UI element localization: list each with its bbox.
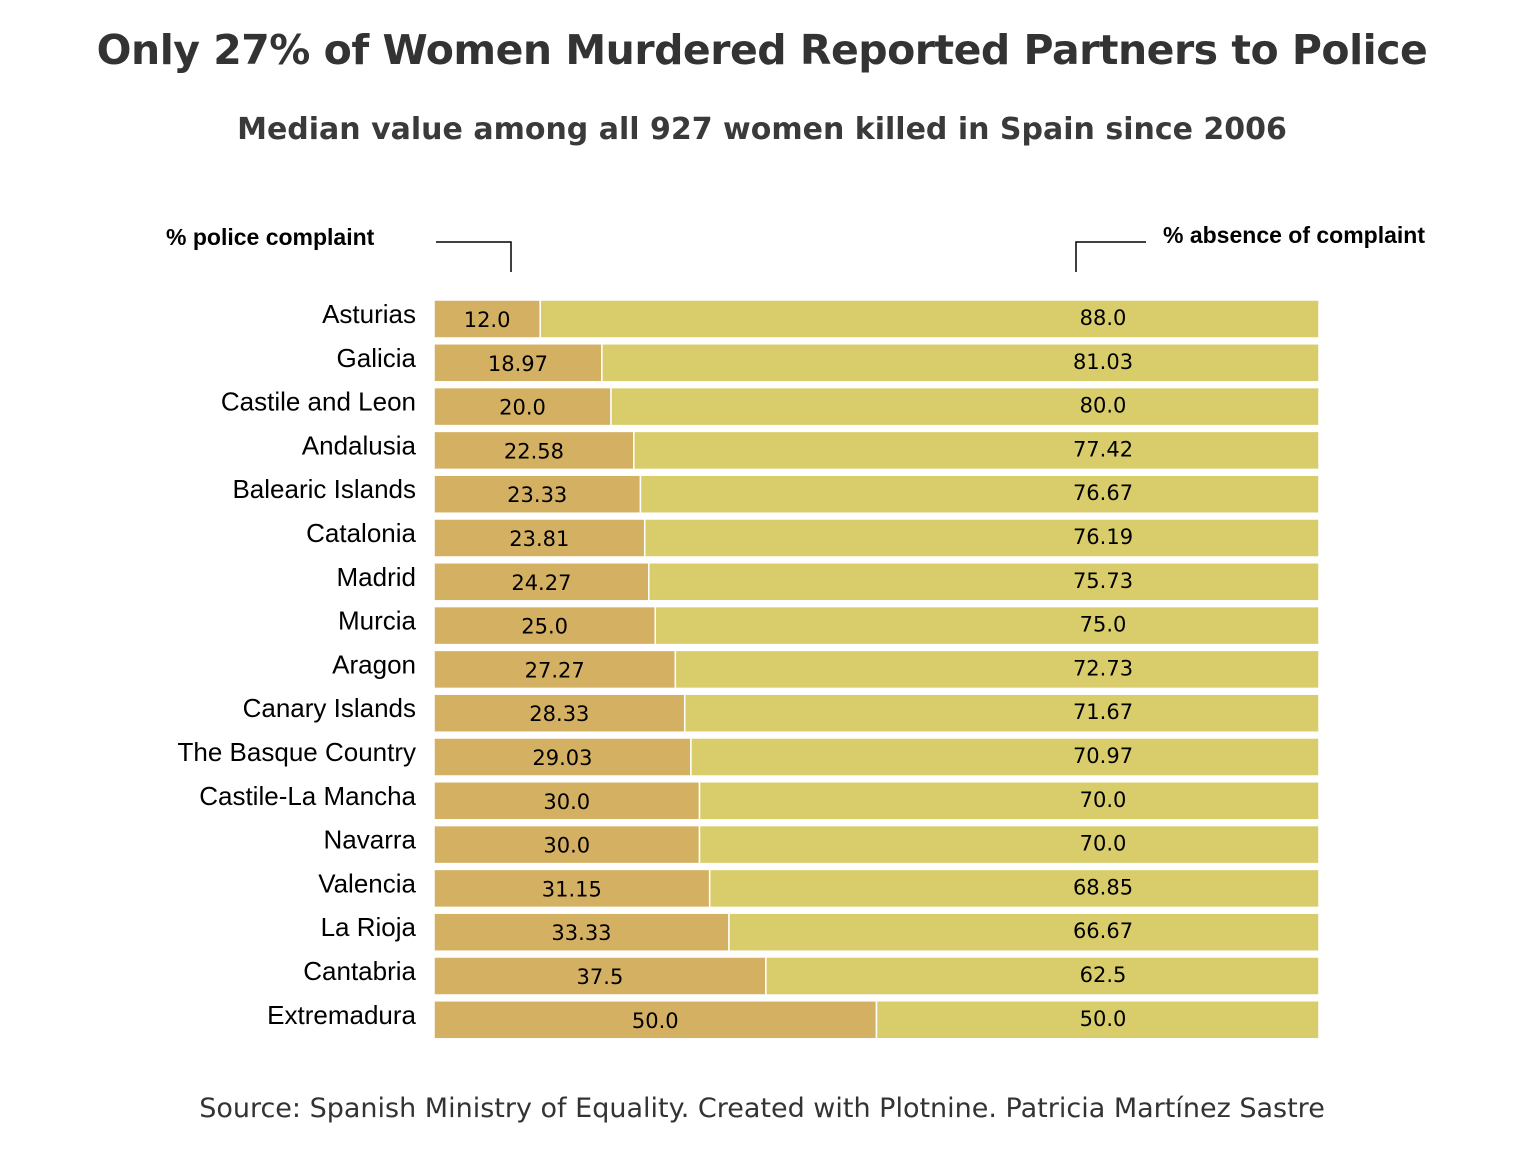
category-label-valencia: Valencia bbox=[318, 868, 416, 898]
category-label-the-basque-country: The Basque Country bbox=[178, 737, 416, 767]
category-label-balearic-islands: Balearic Islands bbox=[232, 474, 416, 504]
legend-absence-of-complaint: % absence of complaint bbox=[1163, 222, 1426, 248]
value-label-absence-of-complaint: 70.0 bbox=[1080, 832, 1127, 856]
category-label-extremadura: Extremadura bbox=[267, 1000, 416, 1030]
chart-caption: Source: Spanish Ministry of Equality. Cr… bbox=[199, 1093, 1325, 1124]
value-label-police-complaint: 30.0 bbox=[543, 834, 590, 858]
category-label-castile-la-mancha: Castile-La Mancha bbox=[199, 781, 416, 811]
bar-police-complaint-catalonia bbox=[433, 518, 646, 558]
value-label-police-complaint: 25.0 bbox=[521, 615, 568, 639]
bar-absence-of-complaint-andalusia bbox=[633, 430, 1320, 471]
category-label-andalusia: Andalusia bbox=[302, 430, 417, 460]
bar-absence-of-complaint-aragon bbox=[674, 649, 1320, 690]
value-label-absence-of-complaint: 70.0 bbox=[1080, 788, 1127, 812]
bar-absence-of-complaint-asturias bbox=[539, 299, 1320, 339]
bar-absence-of-complaint-castile-la-mancha bbox=[698, 781, 1320, 821]
value-label-absence-of-complaint: 81.03 bbox=[1073, 350, 1133, 374]
bar-police-complaint-balearic-islands bbox=[433, 474, 642, 514]
bar-absence-of-complaint-extremadura bbox=[875, 1000, 1320, 1040]
bar-absence-of-complaint-castile-and-leon bbox=[610, 386, 1320, 427]
value-label-police-complaint: 12.0 bbox=[464, 308, 511, 332]
legend-connector-right bbox=[1075, 241, 1146, 272]
bar-police-complaint-valencia bbox=[433, 868, 711, 909]
value-label-absence-of-complaint: 76.67 bbox=[1073, 481, 1133, 505]
value-label-police-complaint: 33.33 bbox=[551, 921, 611, 945]
value-label-police-complaint: 23.33 bbox=[507, 483, 567, 507]
value-label-police-complaint: 28.33 bbox=[529, 702, 589, 726]
value-label-absence-of-complaint: 76.19 bbox=[1073, 525, 1133, 549]
value-label-absence-of-complaint: 50.0 bbox=[1080, 1007, 1127, 1031]
value-label-absence-of-complaint: 75.73 bbox=[1073, 569, 1133, 593]
category-label-la-rioja: La Rioja bbox=[321, 912, 417, 942]
value-label-police-complaint: 50.0 bbox=[632, 1009, 679, 1033]
bar-absence-of-complaint-galicia bbox=[601, 343, 1320, 383]
bar-police-complaint-andalusia bbox=[433, 430, 635, 471]
value-label-police-complaint: 23.81 bbox=[509, 527, 569, 551]
value-label-absence-of-complaint: 88.0 bbox=[1080, 306, 1127, 330]
bar-absence-of-complaint-cantabria bbox=[765, 956, 1320, 996]
value-label-police-complaint: 29.03 bbox=[532, 746, 592, 770]
bar-absence-of-complaint-madrid bbox=[648, 562, 1320, 602]
bar-absence-of-complaint-navarra bbox=[698, 824, 1320, 865]
bar-labels-layer: 12.0 88.0 18.97 81.03 20.0 80.0 22.58 77.42 23.3… bbox=[464, 306, 1133, 1033]
category-label-aragon: Aragon bbox=[332, 649, 416, 679]
value-label-police-complaint: 20.0 bbox=[499, 396, 546, 420]
bar-police-complaint-la-rioja bbox=[433, 912, 730, 952]
legend-police-complaint: % police complaint bbox=[166, 224, 375, 250]
category-label-cantabria: Cantabria bbox=[303, 956, 416, 986]
bars-layer bbox=[433, 299, 1320, 1040]
value-label-absence-of-complaint: 68.85 bbox=[1073, 875, 1133, 899]
chart-title: Only 27% of Women Murdered Reported Part… bbox=[96, 26, 1428, 74]
category-label-murcia: Murcia bbox=[338, 606, 417, 636]
category-labels-layer: Asturias Galicia Castile and Leon Andalusia… bbox=[178, 299, 417, 1030]
bar-absence-of-complaint-catalonia bbox=[643, 518, 1320, 558]
value-label-absence-of-complaint: 70.97 bbox=[1073, 744, 1133, 768]
value-label-police-complaint: 18.97 bbox=[488, 352, 548, 376]
bar-absence-of-complaint-la-rioja bbox=[728, 912, 1320, 952]
value-label-absence-of-complaint: 80.0 bbox=[1080, 394, 1127, 418]
value-label-absence-of-complaint: 72.73 bbox=[1073, 656, 1133, 680]
bar-police-complaint-madrid bbox=[433, 562, 650, 602]
value-label-absence-of-complaint: 66.67 bbox=[1073, 919, 1133, 943]
value-label-absence-of-complaint: 71.67 bbox=[1073, 700, 1133, 724]
legend-connector-left bbox=[436, 241, 512, 272]
bar-absence-of-complaint-canary-islands bbox=[683, 693, 1320, 733]
category-label-asturias: Asturias bbox=[322, 299, 416, 329]
category-label-castile-and-leon: Castile and Leon bbox=[221, 387, 416, 417]
bar-police-complaint-cantabria bbox=[433, 956, 767, 996]
bar-police-complaint-galicia bbox=[433, 343, 603, 383]
value-label-police-complaint: 24.27 bbox=[511, 571, 571, 595]
category-label-canary-islands: Canary Islands bbox=[243, 693, 416, 723]
bar-police-complaint-asturias bbox=[433, 299, 541, 339]
value-label-police-complaint: 30.0 bbox=[543, 790, 590, 814]
value-label-police-complaint: 22.58 bbox=[504, 439, 564, 463]
bar-police-complaint-murcia bbox=[433, 605, 656, 646]
category-label-catalonia: Catalonia bbox=[306, 518, 416, 548]
legend-connectors bbox=[436, 241, 1146, 272]
value-label-police-complaint: 31.15 bbox=[542, 877, 602, 901]
value-label-absence-of-complaint: 77.42 bbox=[1073, 437, 1133, 461]
bar-police-complaint-castile-and-leon bbox=[433, 386, 612, 427]
value-label-police-complaint: 37.5 bbox=[577, 965, 624, 989]
bar-police-complaint-the-basque-country bbox=[433, 737, 692, 777]
chart-subtitle: Median value among all 927 women killed … bbox=[237, 112, 1287, 147]
bar-police-complaint-extremadura bbox=[433, 1000, 878, 1040]
category-label-madrid: Madrid bbox=[337, 562, 416, 592]
category-label-galicia: Galicia bbox=[337, 343, 417, 373]
bar-absence-of-complaint-the-basque-country bbox=[690, 737, 1320, 777]
bar-absence-of-complaint-murcia bbox=[654, 605, 1320, 646]
category-label-navarra: Navarra bbox=[324, 825, 417, 855]
value-label-police-complaint: 27.27 bbox=[525, 658, 585, 682]
bar-absence-of-complaint-valencia bbox=[708, 868, 1320, 909]
value-label-absence-of-complaint: 62.5 bbox=[1080, 963, 1127, 987]
bar-police-complaint-aragon bbox=[433, 649, 677, 690]
value-label-absence-of-complaint: 75.0 bbox=[1080, 613, 1127, 637]
bar-absence-of-complaint-balearic-islands bbox=[639, 474, 1320, 514]
